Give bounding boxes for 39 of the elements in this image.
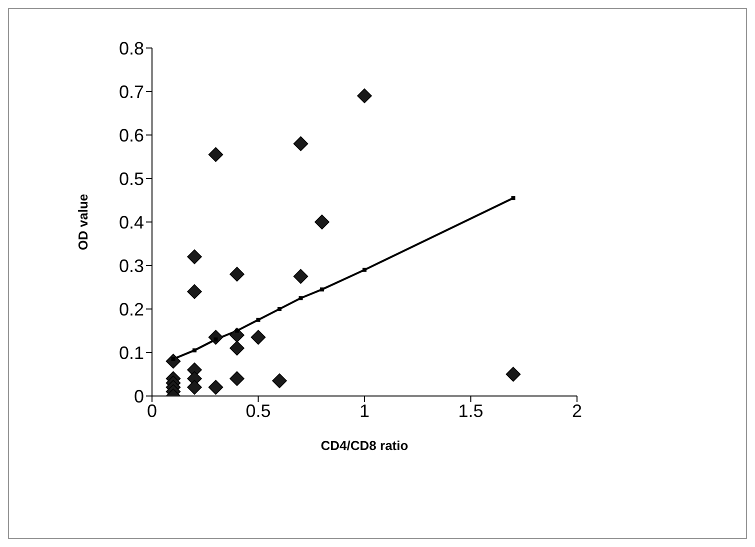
point	[230, 266, 244, 282]
y-axis-title: OD value	[76, 194, 91, 250]
point	[230, 340, 244, 356]
x-tick-label: 1	[359, 400, 370, 421]
y-tick-label: 0	[134, 386, 144, 406]
point	[192, 348, 196, 352]
y-tick-label: 0.4	[118, 212, 144, 232]
y-tick-label: 0.3	[118, 256, 144, 276]
point	[272, 373, 287, 388]
point	[278, 307, 282, 311]
x-tick-label: 2	[572, 400, 582, 421]
point	[187, 380, 202, 395]
y-tick-label: 0.2	[118, 299, 144, 320]
x-tick-label: 0.5	[246, 400, 271, 421]
y-tick-label: 0.1	[118, 342, 144, 363]
point	[293, 268, 308, 284]
point	[256, 318, 260, 322]
point	[298, 296, 303, 300]
y-tick-label: 0.6	[118, 125, 144, 146]
y-tick-label: 0.5	[118, 168, 144, 189]
point	[208, 380, 224, 395]
point	[357, 88, 372, 104]
y-tick-label: 0.7	[118, 82, 144, 102]
point	[208, 147, 224, 162]
point	[362, 268, 366, 272]
point	[293, 136, 308, 152]
point	[187, 284, 202, 299]
y-tick-label: 0.8	[118, 38, 144, 58]
x-tick-label: 0	[146, 400, 158, 421]
point	[314, 214, 330, 230]
x-axis-title: CD4/CD8 ratio	[320, 438, 408, 453]
point	[230, 371, 244, 386]
x-tick-label: 1.5	[458, 400, 484, 421]
point	[511, 196, 516, 200]
point	[235, 328, 239, 333]
point	[187, 249, 202, 264]
point	[506, 366, 521, 382]
point	[250, 330, 266, 345]
point	[320, 287, 324, 292]
